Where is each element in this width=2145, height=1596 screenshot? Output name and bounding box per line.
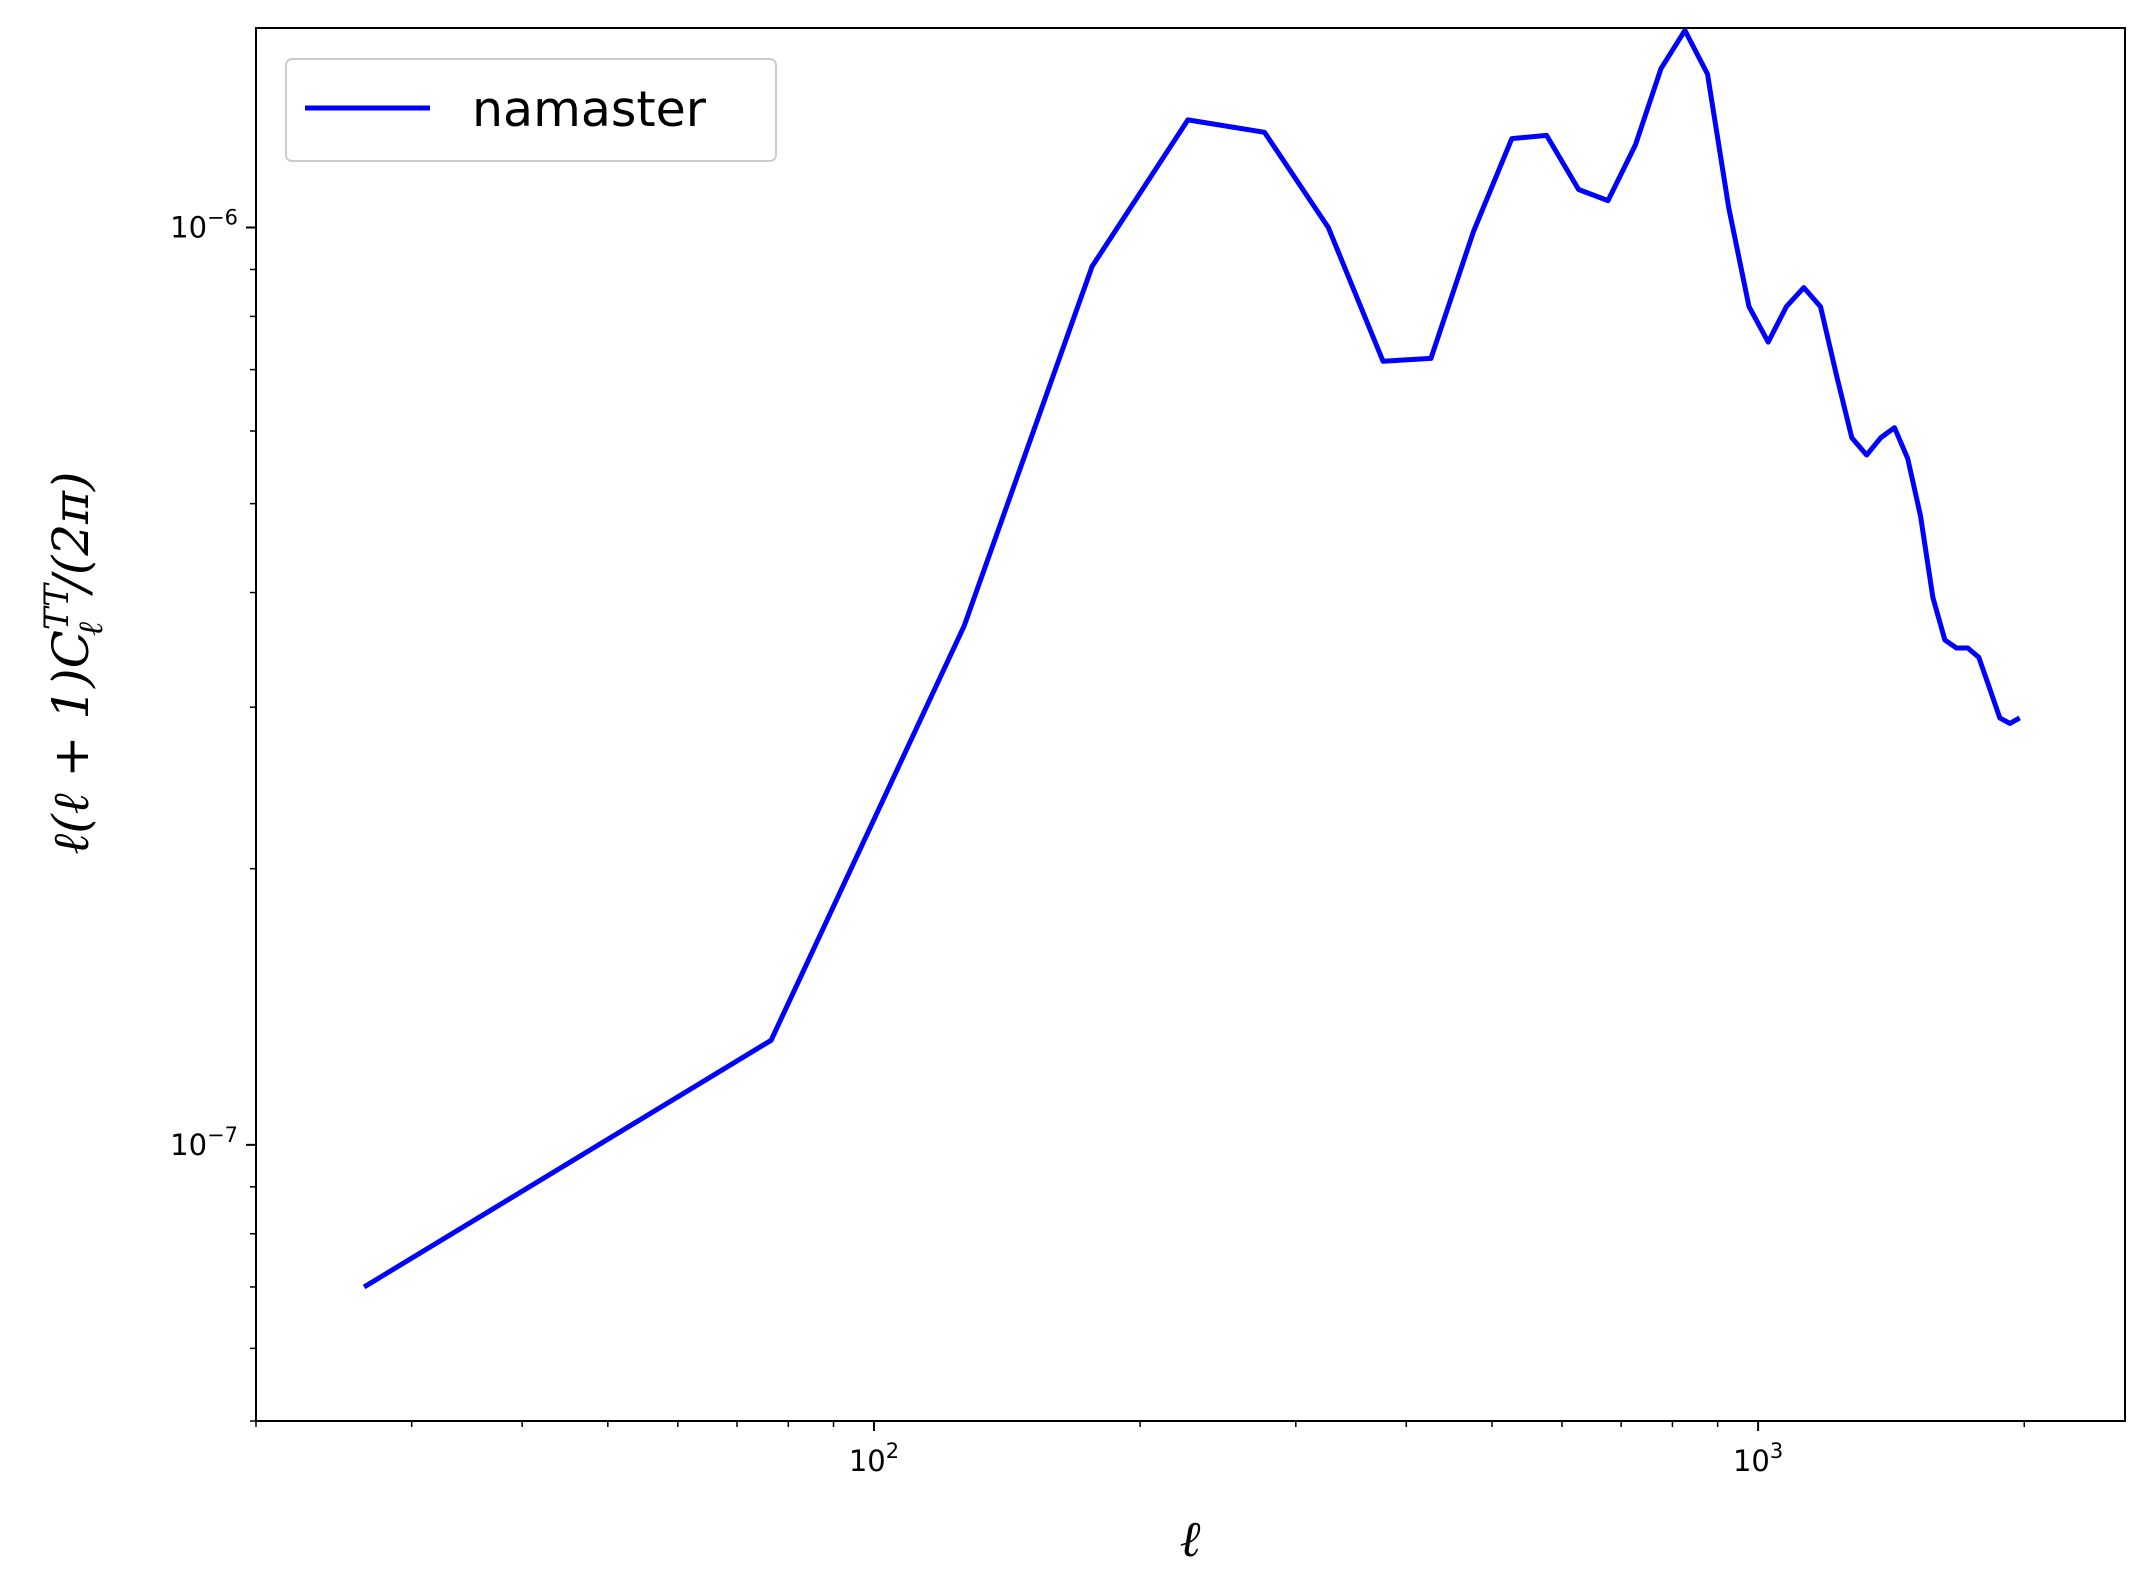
x-axis-label: ℓ: [1180, 1510, 1201, 1568]
axes-frame: [255, 27, 2126, 1422]
x-tick-label: 102: [849, 1439, 899, 1478]
y-tick-label: 10−7: [170, 1123, 238, 1162]
y-axis-label: ℓ(ℓ + 1)CTTℓ/(2π): [37, 471, 111, 854]
y-tick-label: 10−6: [170, 206, 238, 245]
x-tick-label: 103: [1733, 1439, 1783, 1478]
series-line-namaster: [362, 27, 2021, 1290]
legend: namaster: [285, 58, 777, 162]
legend-entry-label: namaster: [472, 81, 707, 138]
legend-box: [285, 58, 777, 162]
